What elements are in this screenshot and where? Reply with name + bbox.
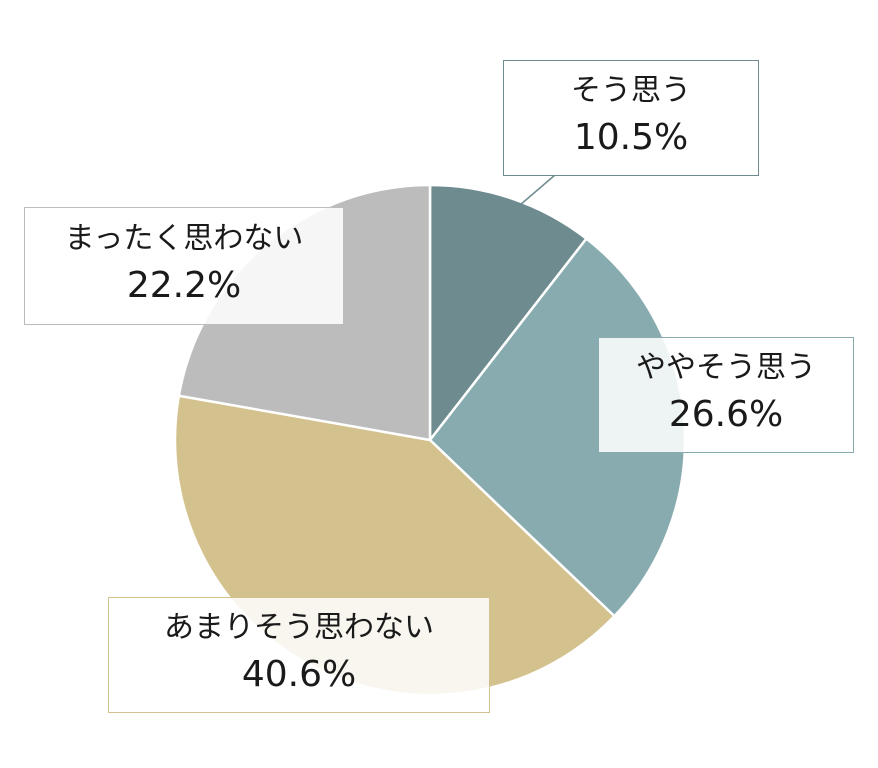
slice-value-0: 10.5%	[573, 116, 689, 158]
leader-line-0	[519, 174, 556, 206]
callout-slice-0: そう思う 10.5%	[503, 60, 759, 176]
slice-value-2: 40.6%	[241, 653, 357, 695]
slice-label-1: ややそう思う	[636, 350, 816, 386]
callout-slice-1: ややそう思う 26.6%	[598, 337, 854, 453]
callout-slice-2: あまりそう思わない 40.6%	[108, 597, 490, 713]
pie-slice-0	[428, 183, 588, 442]
slice-label-2: あまりそう思わない	[164, 610, 434, 646]
slice-value-1: 26.6%	[668, 393, 784, 435]
callout-slice-3: まったく思わない 22.2%	[24, 207, 344, 325]
slice-label-0: そう思う	[571, 73, 691, 109]
slice-value-3: 22.2%	[126, 264, 242, 306]
slice-label-3: まったく思わない	[64, 221, 304, 257]
